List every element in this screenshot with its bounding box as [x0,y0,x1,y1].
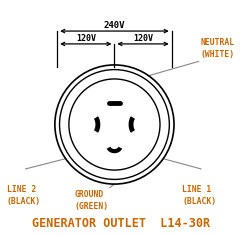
Circle shape [60,70,169,179]
Text: 120V: 120V [76,34,96,43]
Text: 120V: 120V [133,34,153,43]
Text: 240V: 240V [104,21,125,30]
Text: LINE 2
(BLACK): LINE 2 (BLACK) [7,185,41,206]
Text: GENERATOR OUTLET  L14-30R: GENERATOR OUTLET L14-30R [32,217,211,230]
Text: LINE 1
(BLACK): LINE 1 (BLACK) [182,185,216,206]
Circle shape [69,79,160,170]
Text: NEUTRAL
(WHITE): NEUTRAL (WHITE) [201,38,235,59]
Text: GROUND
(GREEN): GROUND (GREEN) [75,190,109,211]
